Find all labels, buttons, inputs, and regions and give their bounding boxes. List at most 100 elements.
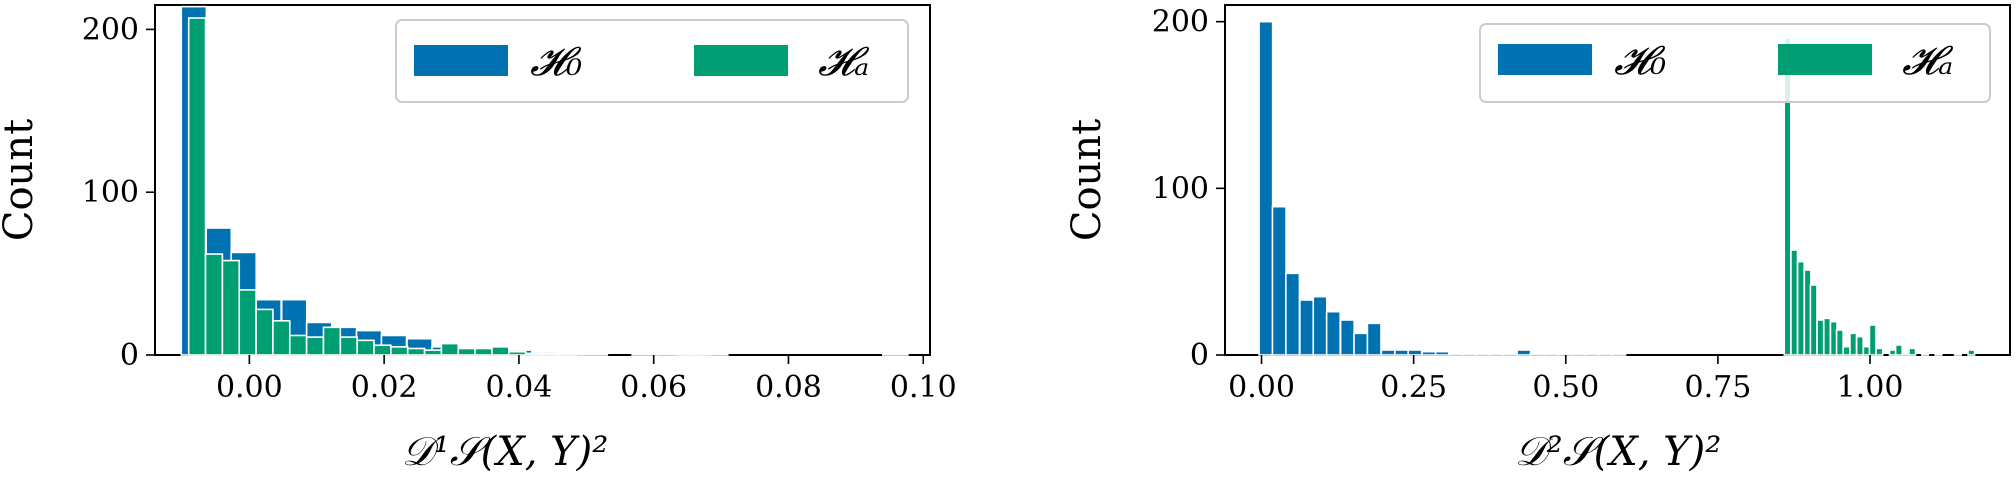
x-ticks-right: 0.00 0.25 0.50 0.75 1.00: [1228, 355, 1903, 405]
bar-ha-left-13: [406, 347, 426, 356]
bar-h0-left-28: [882, 352, 909, 356]
y-tick-label-left-1: 100: [82, 175, 139, 210]
bar-ha-left-18: [491, 346, 510, 356]
y-tick-label-right-0: 0: [1190, 338, 1209, 373]
bar-ha-right-17: [1894, 344, 1903, 356]
legend-label-h0-left: 𝓗₀: [530, 39, 582, 85]
bar-ha-right-21: [1920, 352, 1930, 356]
x-axis-label-left: 𝒟¹𝒮(X, Y)²: [402, 429, 608, 475]
bar-h0-right-20: [1529, 352, 1545, 356]
legend-swatch-h0-left: [414, 45, 508, 76]
histogram-panel-right: 0.00 0.25 0.50 0.75 1.00 0 100 200 Count 𝒟²𝒮(X…: [1064, 4, 2011, 475]
x-tick-label-right-1: 0.25: [1380, 370, 1447, 405]
bar-h0-right-16: [1475, 352, 1491, 356]
bar-ha-left-24: [693, 352, 712, 356]
x-ticks-left: 0.00 0.02 0.04 0.06 0.08 0.10: [216, 355, 957, 405]
bars-left: [180, 5, 909, 356]
bar-h0-right-13: [1434, 350, 1450, 356]
bar-h0-right-0: [1258, 20, 1274, 356]
bar-ha-right-18: [1901, 352, 1910, 356]
bar-ha-right-10: [1849, 332, 1858, 356]
bar-ha-left-4: [255, 308, 274, 356]
bar-h0-right-10: [1393, 349, 1410, 356]
y-axis-label-right: Count: [1064, 119, 1110, 241]
bar-h0-right-19: [1516, 349, 1532, 356]
x-tick-label-left-5: 0.10: [890, 370, 957, 405]
x-tick-label-left-1: 0.02: [351, 370, 418, 405]
bar-h0-right-8: [1366, 322, 1382, 356]
bar-ha-left-0: [187, 17, 207, 356]
x-tick-label-left-0: 0.00: [216, 370, 283, 405]
bar-ha-left-9: [339, 336, 358, 356]
y-tick-label-left-0: 0: [120, 338, 139, 373]
bar-ha-right-26: [1953, 352, 1962, 356]
bar-h0-left-18: [631, 352, 659, 356]
bar-ha-left-12: [390, 346, 409, 356]
bar-ha-left-6: [288, 334, 308, 356]
bar-h0-right-12: [1421, 350, 1437, 356]
bar-h0-right-21: [1543, 352, 1559, 356]
bar-ha-left-17: [474, 347, 493, 356]
legend-right: 𝓗₀ 𝓗ₐ: [1479, 23, 1991, 103]
x-tick-label-left-4: 0.08: [755, 370, 822, 405]
bar-h0-right-9: [1380, 349, 1396, 356]
bar-ha-left-10: [356, 339, 375, 356]
x-tick-label-right-3: 0.75: [1685, 370, 1752, 405]
y-tick-label-right-1: 100: [1152, 171, 1209, 206]
bar-ha-left-11: [373, 344, 392, 356]
bar-h0-right-22: [1557, 352, 1573, 356]
bar-ha-left-5: [272, 320, 291, 356]
bar-h0-right-11: [1407, 349, 1423, 356]
bar-ha-right-19: [1908, 347, 1917, 356]
bar-h0-right-26: [1611, 352, 1627, 356]
bar-h0-right-14: [1448, 352, 1464, 356]
bar-ha-left-19: [507, 350, 527, 356]
bar-ha-left-7: [305, 336, 325, 356]
bar-ha-left-21: [541, 352, 561, 356]
bar-ha-right-8: [1835, 329, 1844, 356]
y-axis-label-left: Count: [0, 119, 42, 241]
bars-right: [1258, 20, 1976, 356]
x-tick-label-right-0: 0.00: [1228, 370, 1295, 405]
bar-h0-right-3: [1299, 299, 1315, 356]
bar-h0-right-1: [1271, 205, 1287, 356]
y-tick-label-right-2: 200: [1152, 5, 1209, 40]
bar-h0-right-6: [1339, 319, 1355, 356]
bar-ha-left-16: [457, 347, 476, 356]
bar-ha-right-4: [1809, 284, 1818, 356]
bar-h0-right-25: [1597, 352, 1614, 356]
bar-h0-right-18: [1502, 352, 1519, 356]
bar-ha-left-15: [440, 342, 460, 356]
bar-ha-left-8: [322, 326, 342, 356]
bar-ha-left-25: [710, 352, 729, 356]
legend-label-ha-right: 𝓗ₐ: [1902, 38, 1954, 84]
legend-box-right: [1479, 23, 1991, 103]
legend-left: 𝓗₀ 𝓗ₐ: [395, 19, 909, 103]
histogram-panel-left: 0.00 0.02 0.04 0.06 0.08 0.10 0 100 200 Count 𝒟…: [0, 4, 957, 475]
bar-ha-left-20: [524, 352, 544, 356]
bar-ha-left-22: [558, 352, 577, 356]
legend-box-left: [395, 19, 909, 103]
y-tick-label-left-2: 200: [82, 12, 139, 47]
bar-ha-left-1: [204, 253, 224, 356]
legend-label-ha-left: 𝓗ₐ: [818, 39, 870, 85]
bar-ha-left-23: [676, 352, 695, 356]
bar-ha-right-14: [1875, 347, 1884, 356]
bar-ha-right-23: [1934, 352, 1943, 356]
x-tick-label-right-2: 0.50: [1532, 370, 1599, 405]
bar-h0-right-7: [1353, 332, 1369, 356]
x-tick-label-right-4: 1.00: [1837, 370, 1904, 405]
bar-h0-right-5: [1325, 310, 1341, 356]
bar-ha-right-13: [1868, 324, 1877, 356]
y-ticks-left: 0 100 200: [82, 12, 155, 373]
bar-h0-left-16: [581, 352, 609, 356]
x-axis-label-right: 𝒟²𝒮(X, Y)²: [1515, 429, 1721, 475]
bar-h0-right-17: [1488, 352, 1505, 356]
bar-ha-right-2: [1796, 260, 1805, 356]
bar-h0-right-2: [1285, 272, 1301, 356]
bar-h0-right-23: [1570, 352, 1586, 356]
bar-h0-right-4: [1312, 295, 1328, 356]
bar-ha-right-1: [1790, 249, 1799, 356]
bar-ha-right-28: [1967, 349, 1976, 356]
